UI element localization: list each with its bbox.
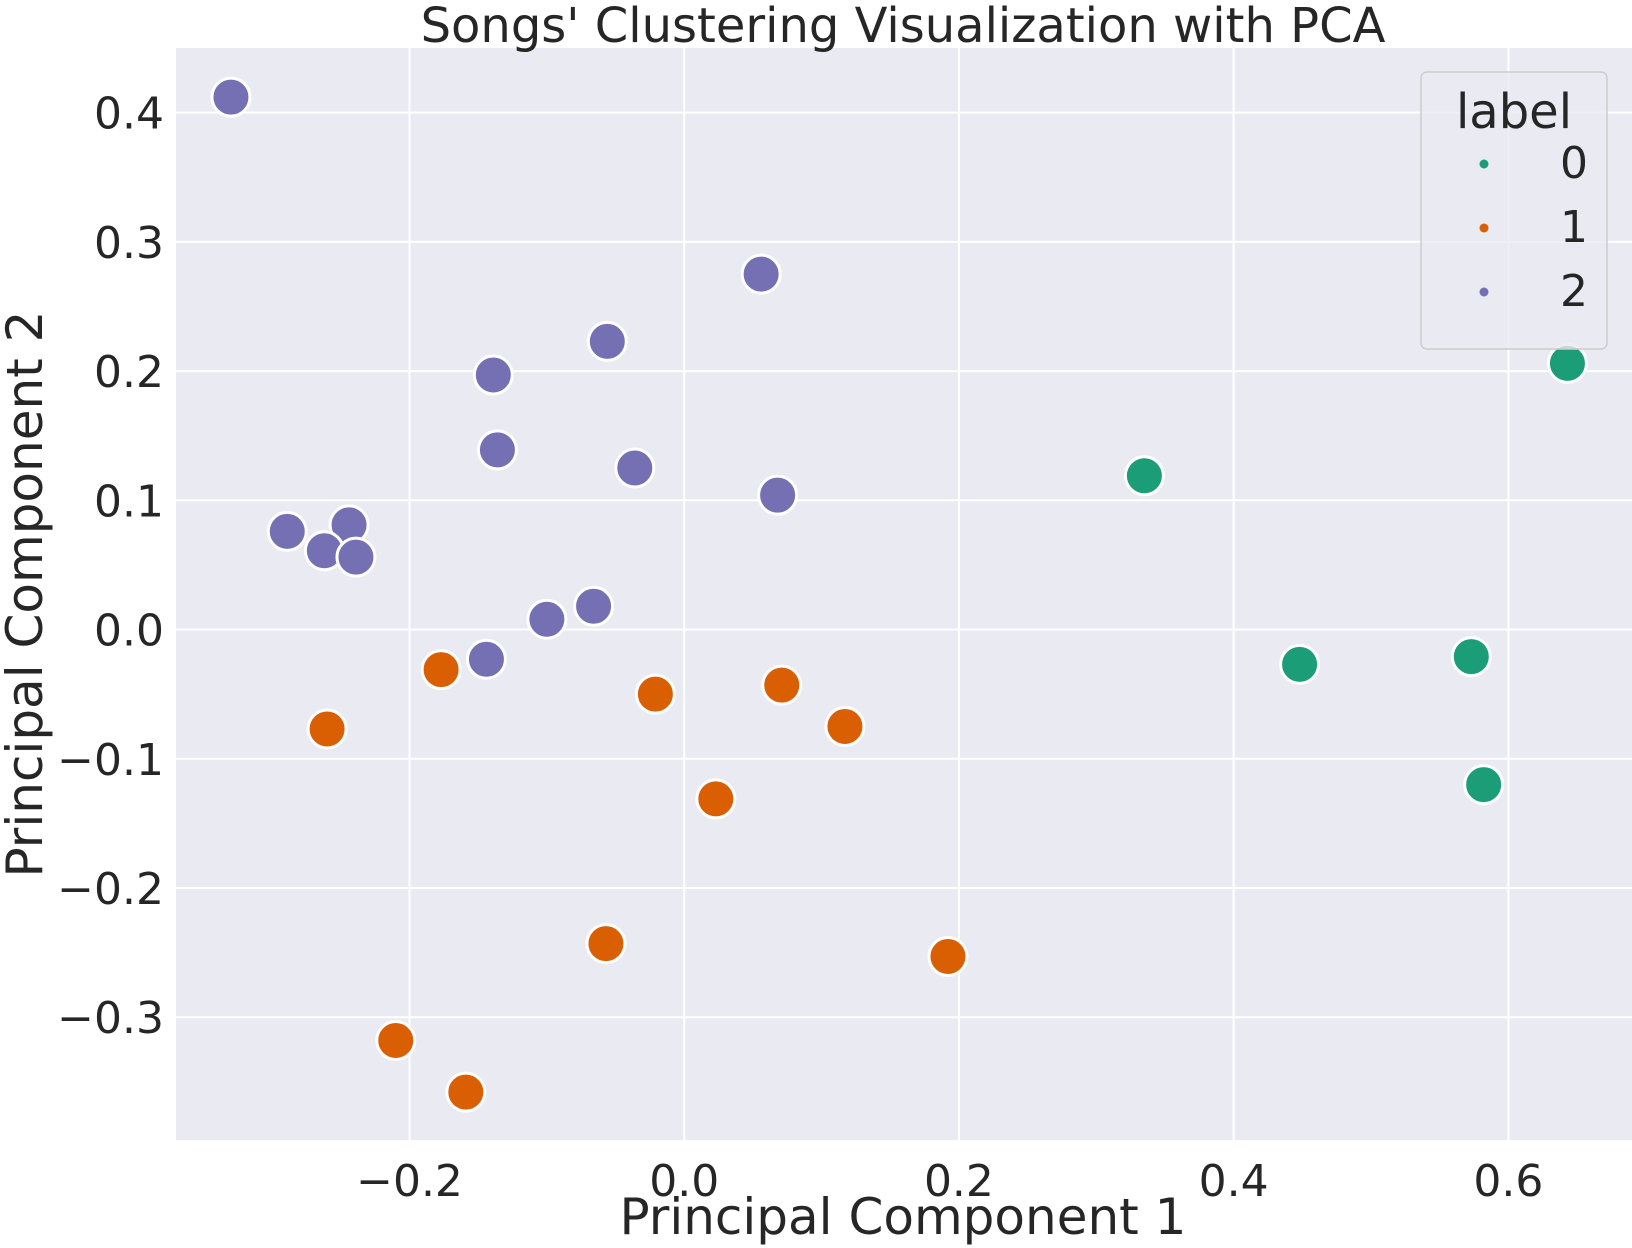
x-tick-label: 0.0: [649, 1156, 719, 1207]
data-point-label-2: [465, 638, 507, 680]
y-tick-label: −0.3: [57, 993, 164, 1044]
data-point-label-1: [585, 923, 627, 965]
y-tick-label: 0.3: [94, 218, 164, 269]
legend-entry-label: 2: [1560, 266, 1588, 317]
y-axis-title: Principal Component 2: [0, 311, 54, 878]
data-point-label-0: [1546, 342, 1588, 384]
data-point-label-1: [927, 935, 969, 977]
data-point-label-1: [375, 1019, 417, 1061]
y-tick-label: 0.0: [94, 606, 164, 657]
legend-entry-label: 0: [1560, 138, 1588, 189]
data-point-label-2: [757, 474, 799, 516]
legend-marker: [1479, 159, 1489, 169]
data-point-label-2: [740, 253, 782, 295]
x-axis-title: Principal Component 1: [620, 1188, 1187, 1246]
data-point-label-2: [335, 536, 377, 578]
data-point-label-2: [266, 510, 308, 552]
gridlines: [176, 48, 1632, 1140]
legend-marker: [1479, 287, 1489, 297]
data-point-label-1: [824, 705, 866, 747]
data-point-label-1: [445, 1071, 487, 1113]
plot-area-background: [176, 48, 1632, 1140]
x-tick-label: 0.6: [1473, 1156, 1543, 1207]
data-point-label-2: [573, 585, 615, 627]
data-point-label-2: [614, 447, 656, 489]
x-tick-label: 0.4: [1199, 1156, 1269, 1207]
y-tick-labels: −0.3 −0.2 −0.1 0.0 0.1 0.2 0.3 0.4: [57, 89, 164, 1045]
x-tick-label: −0.2: [356, 1156, 463, 1207]
data-point-label-1: [761, 664, 803, 706]
data-point-label-1: [306, 708, 348, 750]
x-tick-label: 0.2: [924, 1156, 994, 1207]
data-point-label-2: [526, 598, 568, 640]
legend-box: [1420, 71, 1608, 350]
data-point-label-2: [476, 429, 518, 471]
data-point-label-2: [586, 320, 628, 362]
x-tick-labels: −0.2 0.0 0.2 0.4 0.6: [356, 1156, 1543, 1207]
data-point-label-1: [634, 673, 676, 715]
legend: label 0 1 2: [1420, 71, 1608, 350]
data-point-label-2: [472, 354, 514, 396]
data-point-label-0: [1450, 636, 1492, 678]
data-point-label-0: [1279, 643, 1321, 685]
y-tick-label: 0.4: [94, 89, 164, 140]
y-tick-label: 0.2: [94, 347, 164, 398]
data-points: [210, 76, 1588, 1113]
data-point-label-0: [1463, 764, 1505, 806]
legend-title: label: [1456, 84, 1572, 140]
y-tick-label: −0.1: [57, 735, 164, 786]
data-point-label-0: [1123, 455, 1165, 497]
data-point-label-2: [210, 76, 252, 118]
legend-entry-label: 1: [1560, 202, 1588, 253]
legend-marker: [1479, 223, 1489, 233]
data-point-label-1: [695, 778, 737, 820]
chart-title: Songs' Clustering Visualization with PCA: [421, 0, 1386, 54]
data-point-label-1: [420, 649, 462, 691]
y-tick-label: 0.1: [94, 476, 164, 527]
y-tick-label: −0.2: [57, 864, 164, 915]
